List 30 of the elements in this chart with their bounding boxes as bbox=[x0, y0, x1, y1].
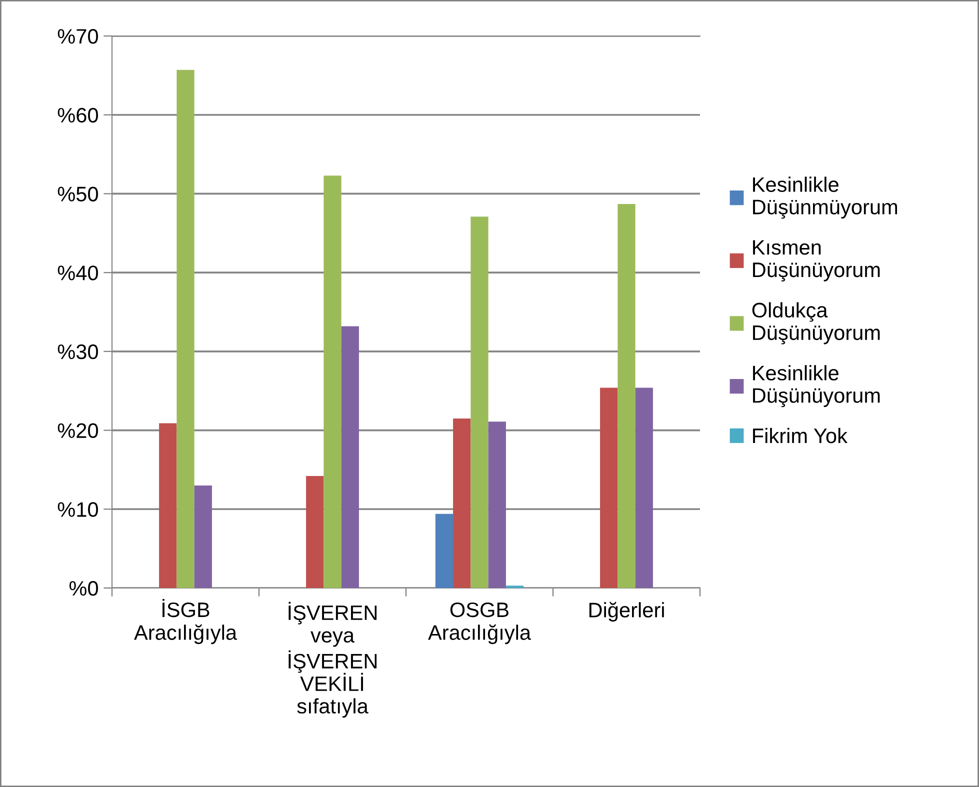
legend-label: Oldukça Düşünüyorum bbox=[752, 302, 880, 344]
x-tick-label: OSGB Aracılığıyla bbox=[428, 602, 532, 644]
x-tick-label: İSGB Aracılığıyla bbox=[134, 598, 238, 644]
legend-label: Kesinlikle Düşünmüyorum bbox=[753, 176, 898, 219]
x-tick-label: Diğerleri bbox=[589, 602, 664, 622]
bar bbox=[194, 485, 212, 588]
x-tick-label: İŞVEREN veya İŞVEREN VEKİLİ sıfatıyla bbox=[288, 602, 377, 718]
bar bbox=[453, 418, 471, 588]
bar bbox=[618, 204, 636, 588]
y-tick-label: %60 bbox=[58, 108, 98, 123]
bar bbox=[635, 388, 653, 588]
y-tick-label: %0 bbox=[69, 581, 98, 596]
legend-label: Fikrim Yok bbox=[753, 428, 848, 444]
bar bbox=[435, 514, 454, 588]
bar bbox=[600, 388, 618, 588]
bar bbox=[341, 326, 359, 588]
y-tick-label: %10 bbox=[58, 502, 98, 517]
y-tick-label: %40 bbox=[58, 266, 98, 280]
y-tick-label: %50 bbox=[58, 186, 98, 202]
bar bbox=[470, 216, 488, 588]
y-tick-label: %20 bbox=[58, 423, 98, 438]
bar bbox=[159, 423, 177, 588]
bar bbox=[176, 70, 194, 588]
bar bbox=[488, 422, 506, 588]
bar bbox=[324, 176, 342, 588]
y-tick-label: %70 bbox=[58, 29, 98, 44]
y-tick-label: %30 bbox=[58, 344, 98, 360]
bar bbox=[306, 476, 324, 588]
legend-label: Kesinlikle Düşünüyorum bbox=[753, 365, 880, 408]
legend-label: Kısmen Düşünüyorum bbox=[753, 240, 880, 282]
